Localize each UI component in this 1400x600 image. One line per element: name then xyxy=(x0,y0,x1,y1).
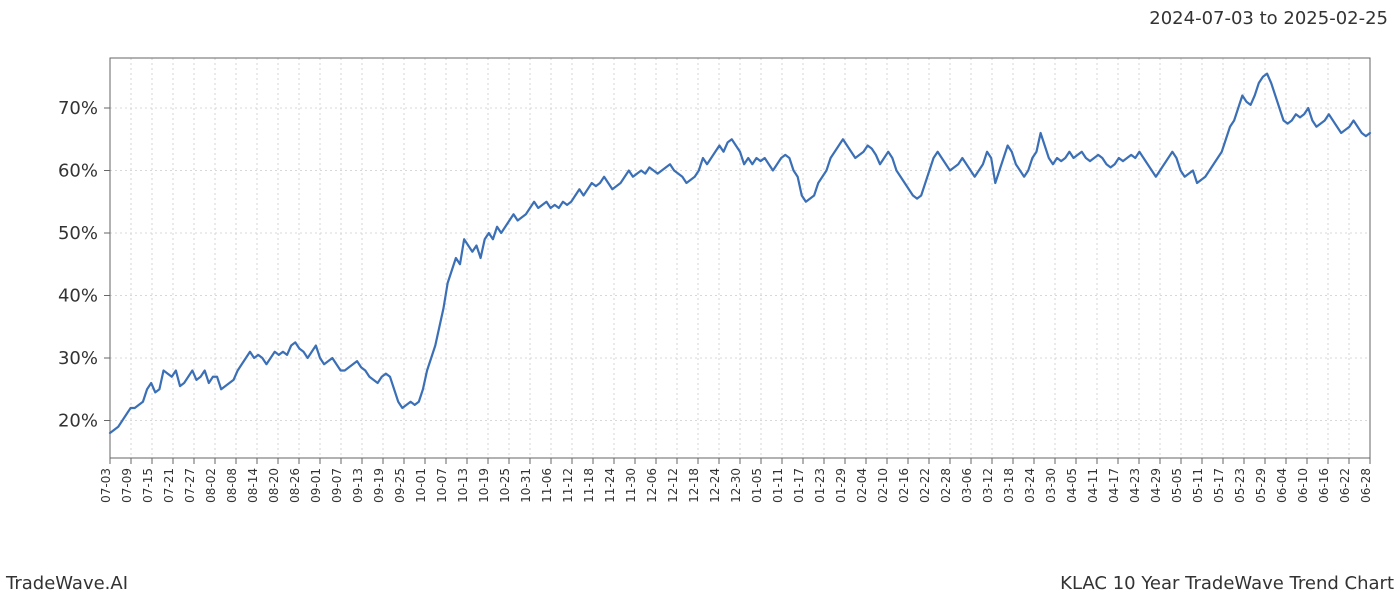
svg-text:10-01: 10-01 xyxy=(414,468,428,503)
svg-text:11-12: 11-12 xyxy=(561,468,575,503)
svg-text:12-18: 12-18 xyxy=(687,468,701,503)
brand-label: TradeWave.AI xyxy=(6,573,128,594)
svg-text:05-29: 05-29 xyxy=(1254,468,1268,503)
svg-text:01-23: 01-23 xyxy=(813,468,827,503)
svg-text:03-24: 03-24 xyxy=(1023,468,1037,503)
svg-text:07-03: 07-03 xyxy=(99,468,113,503)
svg-text:08-02: 08-02 xyxy=(204,468,218,503)
svg-text:05-17: 05-17 xyxy=(1212,468,1226,503)
svg-text:07-15: 07-15 xyxy=(141,468,155,503)
svg-text:60%: 60% xyxy=(58,161,98,182)
svg-text:04-29: 04-29 xyxy=(1149,468,1163,503)
svg-text:06-22: 06-22 xyxy=(1338,468,1352,503)
chart-svg: 20% 30% 40% 50% 60% 70% 07-03 07-09 07-15 07-21 07… xyxy=(0,40,1400,550)
svg-text:10-25: 10-25 xyxy=(498,468,512,503)
svg-text:70%: 70% xyxy=(58,98,98,119)
svg-text:07-09: 07-09 xyxy=(120,468,134,503)
svg-text:11-24: 11-24 xyxy=(603,468,617,503)
svg-text:03-18: 03-18 xyxy=(1002,468,1016,503)
svg-text:02-10: 02-10 xyxy=(876,468,890,503)
svg-text:09-25: 09-25 xyxy=(393,468,407,503)
svg-text:12-12: 12-12 xyxy=(666,468,680,503)
svg-text:08-20: 08-20 xyxy=(267,468,281,503)
svg-text:06-10: 06-10 xyxy=(1296,468,1310,503)
svg-text:08-26: 08-26 xyxy=(288,468,302,503)
svg-text:02-28: 02-28 xyxy=(939,468,953,503)
svg-text:04-11: 04-11 xyxy=(1086,468,1100,503)
svg-text:07-21: 07-21 xyxy=(162,468,176,503)
svg-text:09-01: 09-01 xyxy=(309,468,323,503)
svg-text:12-30: 12-30 xyxy=(729,468,743,503)
svg-text:05-11: 05-11 xyxy=(1191,468,1205,503)
svg-text:10-13: 10-13 xyxy=(456,468,470,503)
date-range-label: 2024-07-03 to 2025-02-25 xyxy=(1149,8,1388,29)
svg-text:12-06: 12-06 xyxy=(645,468,659,503)
svg-text:01-11: 01-11 xyxy=(771,468,785,503)
svg-text:05-05: 05-05 xyxy=(1170,468,1184,503)
svg-text:01-29: 01-29 xyxy=(834,468,848,503)
svg-text:09-13: 09-13 xyxy=(351,468,365,503)
svg-text:03-12: 03-12 xyxy=(981,468,995,503)
svg-text:09-07: 09-07 xyxy=(330,468,344,503)
svg-text:02-22: 02-22 xyxy=(918,468,932,503)
svg-text:03-06: 03-06 xyxy=(960,468,974,503)
svg-text:01-17: 01-17 xyxy=(792,468,806,503)
svg-text:10-07: 10-07 xyxy=(435,468,449,503)
svg-text:10-31: 10-31 xyxy=(519,468,533,503)
svg-text:08-14: 08-14 xyxy=(246,468,260,503)
svg-text:03-30: 03-30 xyxy=(1044,468,1058,503)
svg-text:20%: 20% xyxy=(58,411,98,432)
svg-text:40%: 40% xyxy=(58,286,98,307)
svg-text:11-18: 11-18 xyxy=(582,468,596,503)
svg-text:50%: 50% xyxy=(58,223,98,244)
svg-text:08-08: 08-08 xyxy=(225,468,239,503)
svg-text:06-28: 06-28 xyxy=(1359,468,1373,503)
trend-chart: 20% 30% 40% 50% 60% 70% 07-03 07-09 07-15 07-21 07… xyxy=(0,40,1400,550)
svg-text:02-16: 02-16 xyxy=(897,468,911,503)
svg-text:11-30: 11-30 xyxy=(624,468,638,503)
svg-text:09-19: 09-19 xyxy=(372,468,386,503)
svg-text:04-23: 04-23 xyxy=(1128,468,1142,503)
svg-text:10-19: 10-19 xyxy=(477,468,491,503)
svg-text:04-17: 04-17 xyxy=(1107,468,1121,503)
svg-text:07-27: 07-27 xyxy=(183,468,197,503)
svg-text:06-16: 06-16 xyxy=(1317,468,1331,503)
svg-text:04-05: 04-05 xyxy=(1065,468,1079,503)
svg-text:30%: 30% xyxy=(58,348,98,369)
svg-text:01-05: 01-05 xyxy=(750,468,764,503)
svg-text:06-04: 06-04 xyxy=(1275,468,1289,503)
chart-title: KLAC 10 Year TradeWave Trend Chart xyxy=(1060,573,1394,594)
svg-text:12-24: 12-24 xyxy=(708,468,722,503)
svg-text:05-23: 05-23 xyxy=(1233,468,1247,503)
svg-text:02-04: 02-04 xyxy=(855,468,869,503)
svg-text:11-06: 11-06 xyxy=(540,468,554,503)
